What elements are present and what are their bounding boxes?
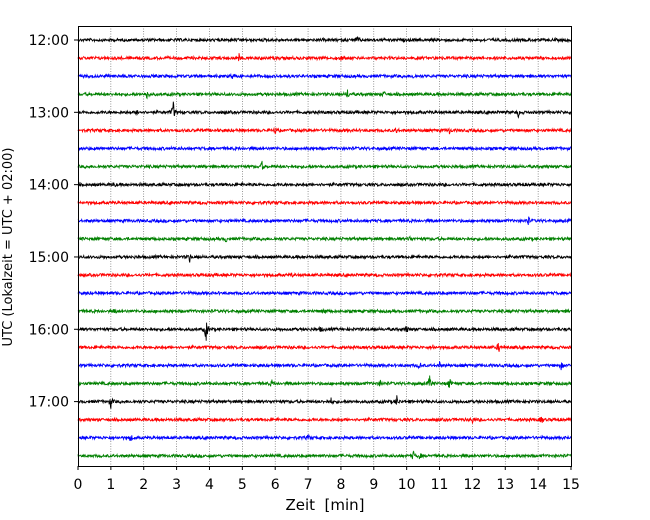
trace-row: [77, 160, 572, 170]
x-tick-label: 14: [529, 477, 547, 493]
trace-row: [77, 375, 572, 388]
y-tick-label: 12:00: [29, 33, 69, 49]
x-tick-label: 8: [336, 477, 345, 493]
trace-row: [77, 433, 572, 441]
trace-row: [77, 53, 572, 62]
trace-row: [77, 361, 572, 371]
x-tick-label: 5: [238, 477, 247, 493]
trace-row: [77, 307, 572, 315]
x-tick-label: 4: [205, 477, 214, 493]
x-tick-label: 7: [304, 477, 313, 493]
x-tick-label: 0: [74, 477, 83, 493]
trace-row: [77, 235, 572, 243]
trace-row: [77, 89, 572, 100]
x-tick-label: 6: [271, 477, 280, 493]
trace-row: [77, 322, 572, 341]
x-tick-label: 12: [463, 477, 481, 493]
x-tick-label: 10: [398, 477, 416, 493]
plot-frame: [78, 26, 572, 467]
grid-lines: [110, 26, 539, 466]
x-axis-label: Zeit [min]: [285, 496, 364, 514]
y-axis-label: UTC (Lokalzeit = UTC + 02:00): [1, 148, 16, 347]
trace-row: [77, 416, 572, 425]
x-tick-label: 2: [139, 477, 148, 493]
trace-row: [77, 199, 572, 206]
trace-row: [77, 72, 572, 80]
trace-row: [77, 253, 572, 263]
x-tick-label: 3: [172, 477, 181, 493]
y-tick-label: 17:00: [29, 395, 69, 411]
trace-row: [77, 289, 572, 297]
trace-row: [77, 36, 572, 44]
trace-row: [77, 216, 572, 226]
y-tick-label: 14:00: [29, 178, 69, 194]
trace-row: [77, 395, 572, 409]
x-tick-label: 15: [562, 477, 580, 493]
y-axis-ticks: 12:00 13:00 14:00 15:00 16:00 17:00: [29, 33, 78, 411]
trace-row: [77, 145, 572, 152]
y-tick-label: 15:00: [29, 250, 69, 266]
y-tick-label: 13:00: [29, 105, 69, 121]
trace-row: [77, 343, 572, 352]
y-tick-label: 16:00: [29, 322, 69, 338]
trace-row: [77, 450, 572, 460]
x-tick-label: 1: [106, 477, 115, 493]
trace-rows: [77, 36, 572, 460]
x-tick-label: 11: [431, 477, 449, 493]
x-axis-ticks: 0 1 2 3 4 5 6 7 8 9 10 11 12 13 14 15: [74, 466, 580, 493]
x-tick-label: 13: [496, 477, 514, 493]
x-tick-label: 9: [369, 477, 378, 493]
trace-row: [77, 271, 572, 279]
trace-row: [77, 101, 572, 119]
trace-row: [77, 126, 572, 135]
trace-row: [77, 181, 572, 188]
